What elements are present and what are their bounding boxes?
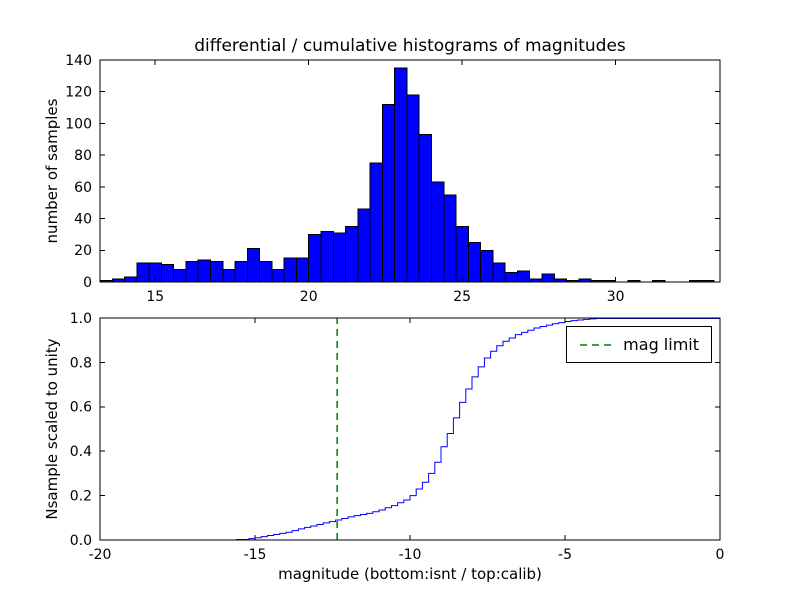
y-tick-label: 100 (65, 116, 92, 132)
histogram-bar (222, 268, 236, 283)
histogram-bar (160, 264, 175, 283)
histogram-bar (492, 262, 506, 283)
histogram-bar (173, 268, 187, 283)
chart-title: differential / cumulative histograms of … (194, 36, 626, 56)
top-axes-frame (99, 59, 721, 283)
bottom-xlabel: magnitude (bottom:isnt / top:calib) (278, 565, 542, 583)
bottom-axes-frame (99, 317, 721, 541)
x-tick-label: -20 (89, 547, 112, 563)
histogram-bar (345, 226, 359, 283)
histogram-bars (99, 67, 715, 283)
histogram-bar (443, 194, 457, 283)
x-tick-label: 30 (607, 289, 625, 305)
y-tick-label: 0.6 (70, 400, 92, 416)
histogram-bar (197, 259, 212, 283)
histogram-bar (541, 273, 555, 283)
histogram-bar (124, 276, 138, 283)
histogram-bar (430, 181, 445, 283)
y-tick-label: 0.4 (70, 444, 92, 460)
legend: mag limit (566, 326, 712, 363)
y-tick-label: 0 (83, 275, 92, 291)
histogram-bar (455, 226, 469, 283)
cumulative-step-line (100, 317, 721, 541)
histogram-bar (332, 232, 347, 283)
x-tick-label: -10 (399, 547, 422, 563)
top-axes: 15 20 25 30 0 20 40 60 80 100 120 140 (65, 53, 721, 305)
histogram-bar (467, 241, 482, 283)
y-tick-label: 20 (74, 243, 92, 259)
y-tick-label: 140 (65, 53, 92, 69)
histogram-bar (283, 257, 297, 283)
x-tick-label: -5 (558, 547, 572, 563)
histogram-bar (136, 262, 150, 283)
histogram-bar (185, 260, 199, 283)
histogram-bar (210, 260, 224, 283)
y-tick-label: 60 (74, 180, 92, 196)
x-tick-label: 20 (300, 289, 318, 305)
histogram-bar (320, 230, 334, 283)
y-tick-label: 0.0 (70, 533, 92, 549)
histogram-bar (504, 271, 518, 283)
x-tick-label: -15 (244, 547, 267, 563)
bottom-ylabel: Nsample scaled to unity (43, 338, 61, 520)
legend-dashed-line-sample (580, 343, 613, 346)
histogram-bar (516, 270, 531, 283)
histogram-bar (381, 103, 396, 283)
bottom-axes: -20 -15 -10 -5 0 0.0 0.2 0.4 0.6 0.8 1.0 (70, 311, 725, 563)
y-tick-label: 1.0 (70, 311, 92, 327)
histogram-bar (369, 162, 383, 283)
histogram-bar (480, 249, 494, 283)
y-tick-label: 0.2 (70, 489, 92, 505)
legend-label: mag limit (623, 335, 699, 354)
histogram-bar (357, 208, 371, 283)
top-ylabel: number of samples (43, 98, 61, 244)
x-tick-label: 0 (716, 547, 725, 563)
y-tick-label: 0.8 (70, 355, 92, 371)
x-tick-label: 25 (453, 289, 471, 305)
x-tick-label: 15 (146, 289, 164, 305)
histogram-bar (406, 94, 420, 283)
y-tick-label: 80 (74, 148, 92, 164)
histogram-bar (246, 248, 261, 283)
histogram-bar (234, 260, 248, 283)
histogram-bar (259, 260, 273, 283)
histogram-bar (308, 233, 322, 283)
y-tick-label: 120 (65, 85, 92, 101)
histogram-bar (394, 67, 408, 283)
histogram-bar (295, 257, 310, 283)
histogram-bar (271, 268, 285, 283)
histogram-bar (418, 134, 432, 283)
y-tick-label: 40 (74, 211, 92, 227)
